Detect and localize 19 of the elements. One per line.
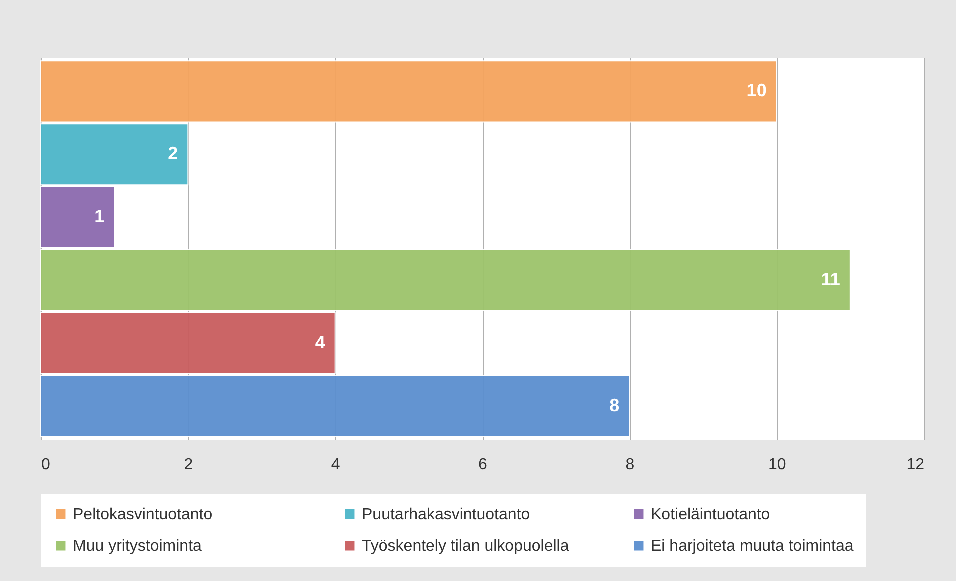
- data-label: 10: [746, 80, 767, 101]
- legend-label: Puutarhakasvintuotanto: [362, 506, 530, 524]
- x-tick-label: 4: [331, 456, 340, 474]
- x-tick-label: 10: [768, 456, 786, 474]
- legend-label: Työskentely tilan ulkopuolella: [362, 538, 570, 555]
- x-tick-label: 12: [906, 456, 925, 474]
- x-tick-label: 6: [478, 456, 488, 474]
- legend-label: Peltokasvintuotanto: [73, 506, 213, 524]
- x-tick-label: 8: [626, 456, 635, 474]
- legend-label: Ei harjoiteta muuta toimintaa: [651, 538, 854, 555]
- x-tick-label: 0: [42, 456, 50, 474]
- data-label: 11: [821, 269, 840, 290]
- data-label: 4: [315, 332, 326, 352]
- data-label: 8: [610, 395, 620, 416]
- data-label: 2: [168, 144, 178, 164]
- data-label: 1: [94, 206, 105, 227]
- x-tick-label: 2: [184, 456, 194, 474]
- legend-label: Muu yritystoiminta: [73, 538, 202, 555]
- legend-label: Kotieläintuotanto: [651, 506, 770, 524]
